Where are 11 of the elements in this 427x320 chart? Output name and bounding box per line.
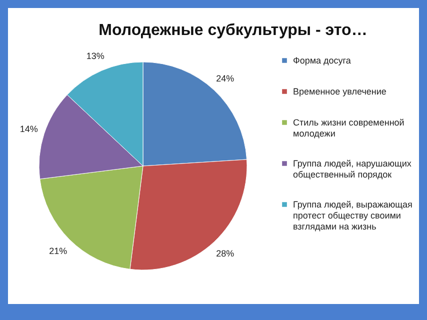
legend-label: Стиль жизни современной молодежи xyxy=(293,118,404,138)
data-label: 28% xyxy=(216,248,234,258)
data-label: 24% xyxy=(216,74,234,84)
chart-title: Молодежные субкультуры - это… xyxy=(98,22,368,39)
data-label: 14% xyxy=(20,124,38,134)
legend-label: Группа людей, выражающая протест обществу своими взглядами на жизнь xyxy=(293,200,413,232)
legend-label: Группа людей, нарушающих общественный порядок xyxy=(293,158,412,180)
legend-label: Временное увлечение xyxy=(293,86,386,96)
data-label: 21% xyxy=(49,246,68,256)
data-label: 13% xyxy=(86,50,104,61)
legend-label: Форма досуга xyxy=(293,56,351,66)
